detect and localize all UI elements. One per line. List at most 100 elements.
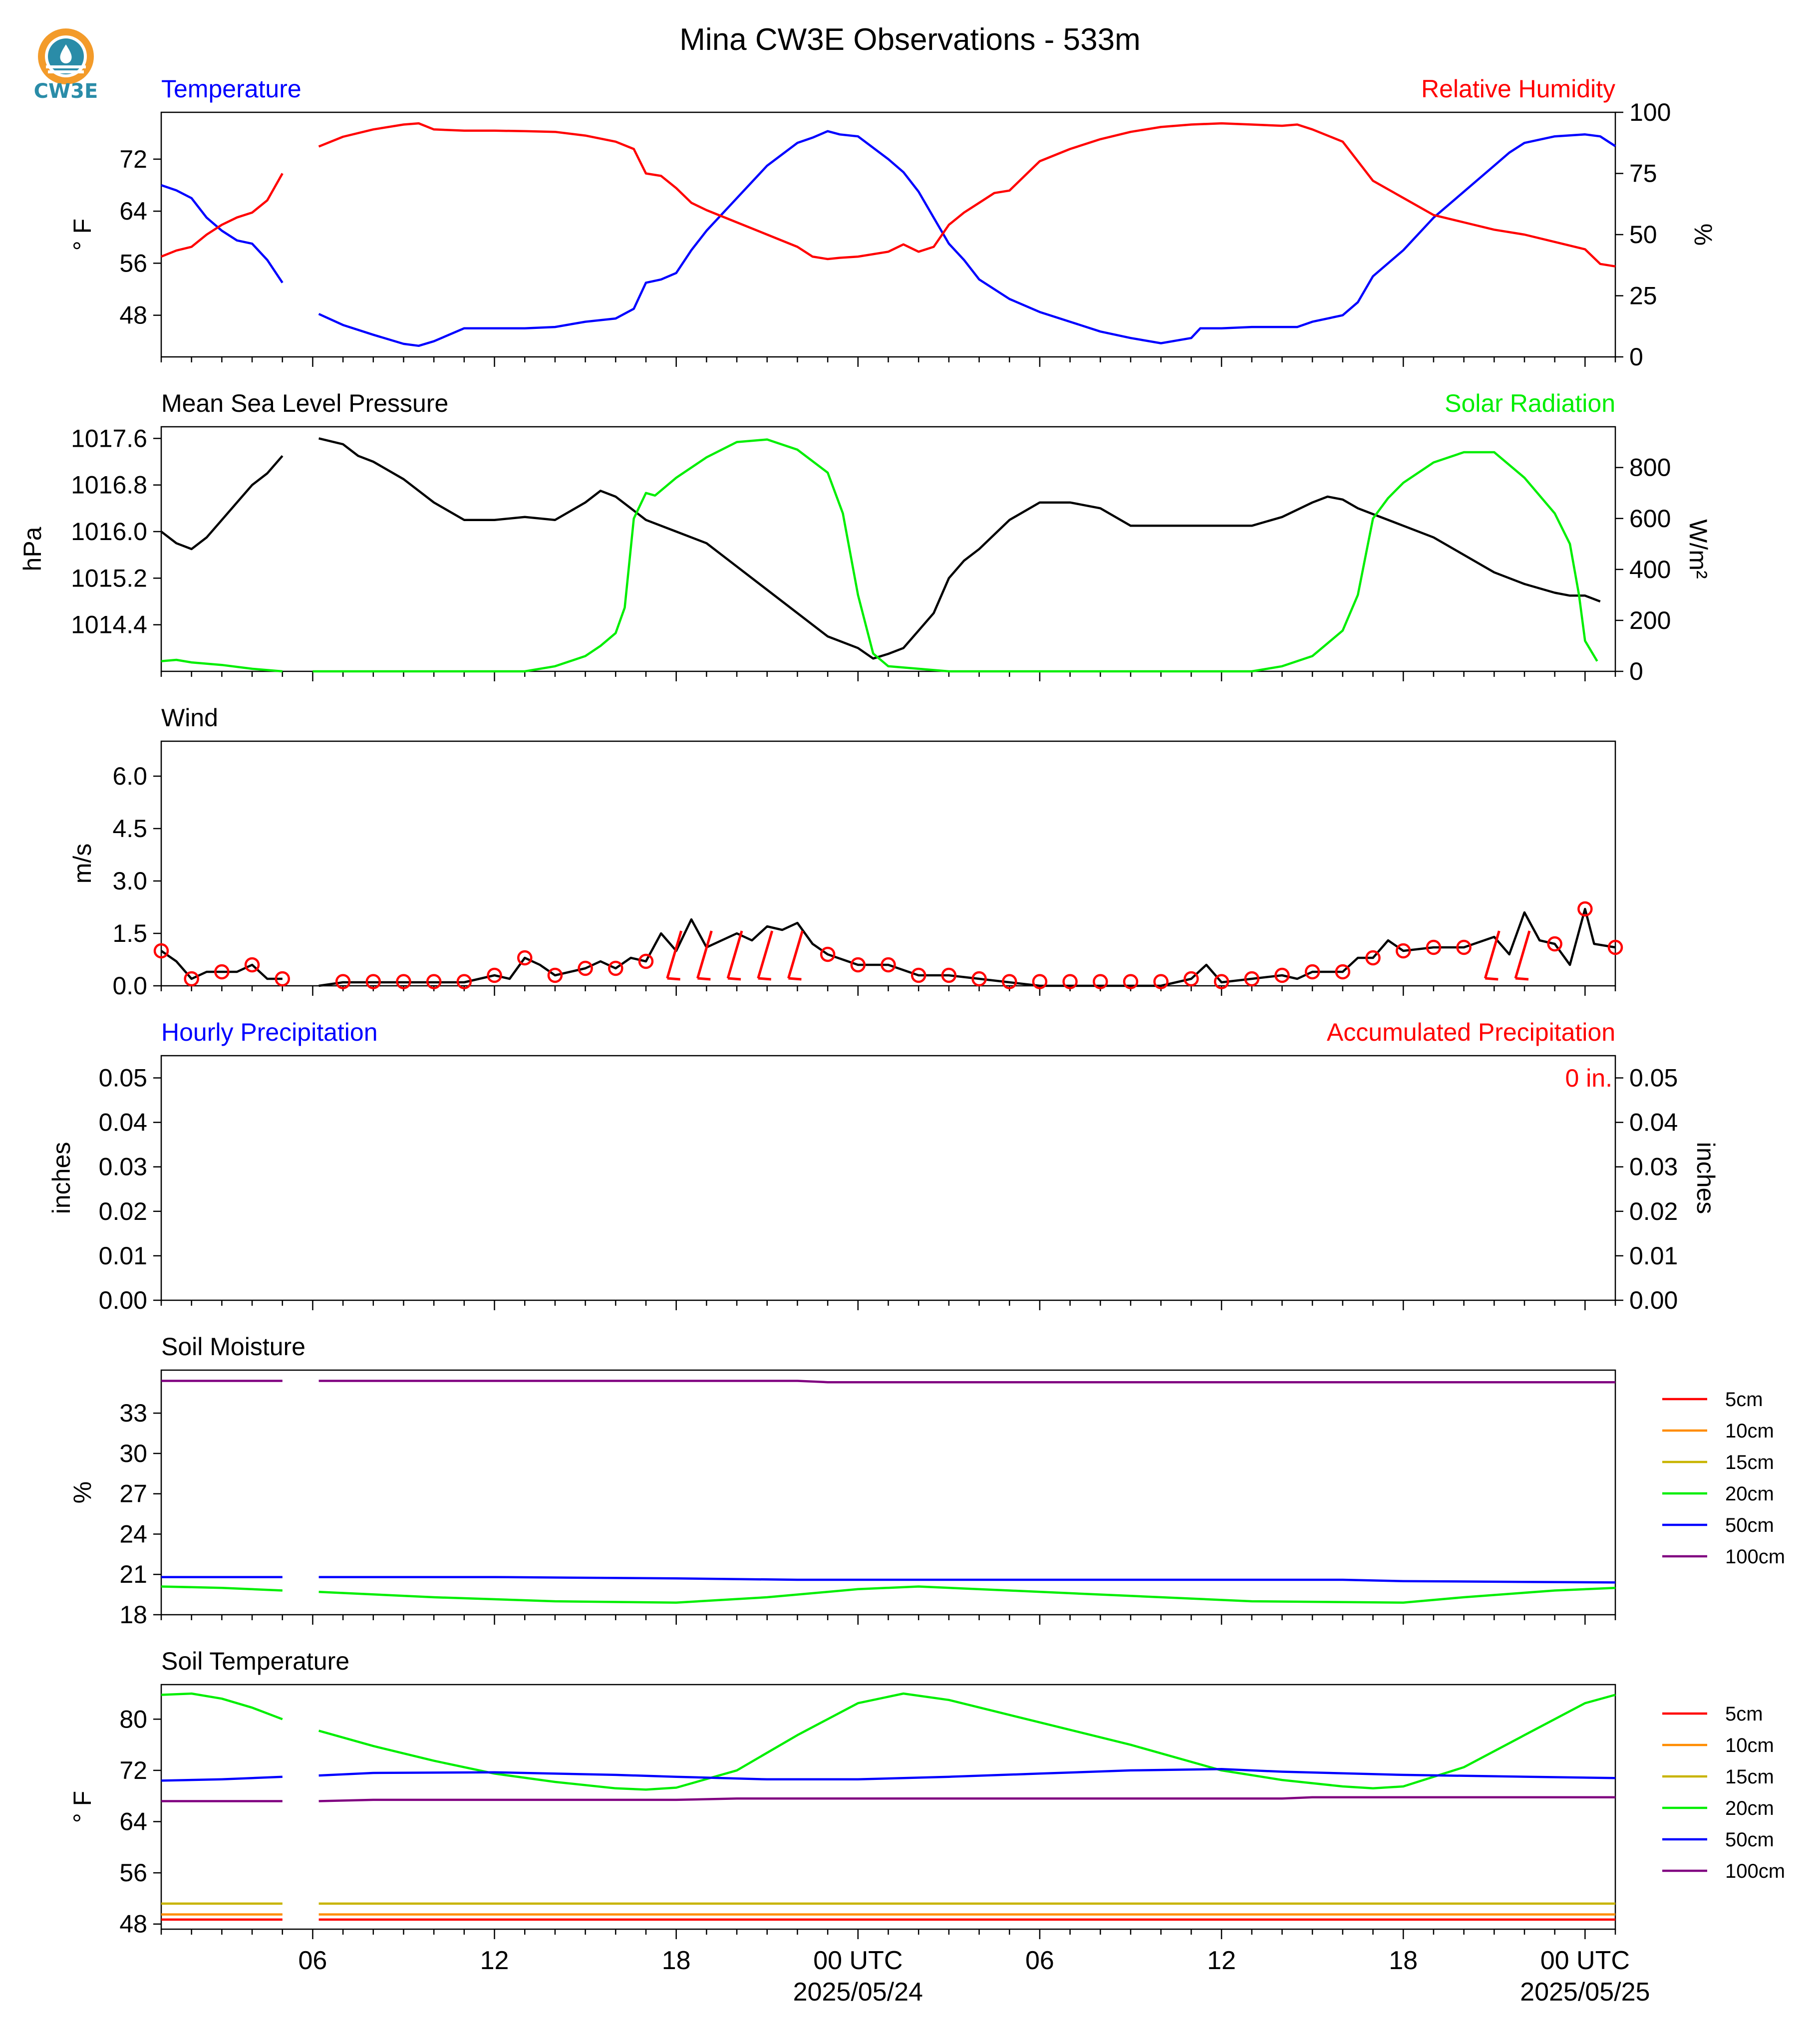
calm-wind-circle: [608, 960, 623, 976]
calm-wind-circle: [971, 971, 987, 987]
logo-text: CW3E: [33, 80, 98, 103]
wind-barb-flag: [1485, 977, 1499, 981]
calm-wind-circle: [1304, 964, 1320, 980]
calm-wind-circle: [1607, 939, 1623, 955]
x-tick-label: 12: [480, 1946, 509, 1975]
legend-label: 50cm: [1725, 1829, 1774, 1851]
y-tick-label: 1016.8: [71, 471, 147, 499]
x-tick-label: 00 UTC: [1540, 1946, 1630, 1975]
y-right-tick-label: 0.01: [1629, 1242, 1678, 1270]
calm-wind-circle: [1547, 936, 1562, 952]
x-date-label: 2025/05/24: [793, 1978, 923, 2007]
y-tick-label: 80: [119, 1705, 147, 1733]
y-tick-label: 1.5: [112, 919, 147, 947]
calm-wind-circle: [456, 974, 472, 989]
legend-label: 10cm: [1725, 1735, 1774, 1756]
calm-wind-circle: [153, 943, 169, 959]
y-right-tick-label: 0: [1629, 657, 1643, 685]
series-line-100cm: [161, 1380, 1615, 1384]
calm-wind-circle: [275, 971, 290, 987]
y-right-tick-label: 200: [1629, 606, 1671, 634]
wind-barb-flag: [1515, 977, 1529, 981]
legend-label: 15cm: [1725, 1451, 1774, 1473]
y-tick-label: 64: [119, 197, 147, 225]
wind-barb: [666, 930, 683, 979]
y-right-axis-label: %: [1689, 224, 1717, 246]
y-tick-label: 21: [119, 1560, 147, 1588]
y-tick-label: 56: [119, 249, 147, 277]
wind-barb: [1484, 930, 1501, 979]
panel-frame: [160, 111, 1616, 358]
calm-wind-circle: [1577, 901, 1593, 917]
x-tick-label: 18: [662, 1946, 691, 1975]
y-tick-label: 0.03: [99, 1153, 147, 1181]
calm-wind-circle: [1184, 971, 1199, 987]
y-axis-label: inches: [47, 1142, 75, 1214]
calm-wind-circle: [1153, 974, 1169, 989]
x-tick-label: 00 UTC: [813, 1946, 903, 1975]
y-right-tick-label: 75: [1629, 160, 1657, 188]
y-right-tick-label: 0.04: [1629, 1109, 1678, 1137]
legend-label: 5cm: [1725, 1703, 1763, 1725]
y-axis-label: ° F: [68, 1791, 96, 1823]
y-tick-label: 18: [119, 1601, 147, 1629]
calm-wind-circle: [547, 967, 563, 983]
panel-1: Temperature Relative Humidity 48 56 64 72 ° F 0…: [68, 75, 1717, 371]
y-tick-label: 33: [119, 1399, 147, 1427]
calm-wind-circle: [1244, 971, 1259, 987]
y-right-tick-label: 100: [1629, 98, 1671, 126]
y-axis-label: ° F: [68, 219, 96, 251]
y-tick-label: 3.0: [112, 867, 147, 895]
y-tick-label: 0.0: [112, 972, 147, 1000]
y-tick-label: 72: [119, 145, 147, 173]
calm-wind-circle: [1426, 939, 1442, 955]
y-tick-label: 0.01: [99, 1242, 147, 1270]
calm-wind-circle: [578, 960, 593, 976]
y-axis-label: hPa: [18, 527, 46, 571]
calm-wind-circle: [850, 957, 866, 973]
calm-wind-circle: [214, 964, 230, 980]
calm-wind-circle: [517, 950, 533, 966]
legend-label: 20cm: [1725, 1483, 1774, 1505]
y-right-axis-label: W/m²: [1684, 519, 1712, 579]
calm-wind-circle: [426, 974, 442, 989]
panel-title-right: Solar Radiation: [1445, 389, 1615, 417]
panel-title-left: Soil Moisture: [161, 1333, 305, 1361]
y-tick-label: 0.04: [99, 1109, 147, 1137]
y-tick-label: 1016.0: [71, 518, 147, 546]
y-axis-label: m/s: [68, 844, 96, 884]
y-right-tick-label: 800: [1629, 454, 1671, 482]
calm-wind-circle: [941, 967, 957, 983]
x-tick-label: 06: [299, 1946, 327, 1975]
wind-barb-flag: [788, 977, 802, 981]
accumulated-total: 0 in.: [1565, 1064, 1612, 1092]
series-line-right-1: [161, 438, 1598, 673]
calm-wind-circle: [1123, 974, 1139, 989]
x-tick-label: 18: [1389, 1946, 1418, 1975]
wind-barb-flag: [727, 977, 741, 981]
panel-title-right: Accumulated Precipitation: [1327, 1018, 1615, 1046]
series-line-left-0: [160, 437, 1601, 660]
calm-wind-circle: [1335, 964, 1351, 980]
y-right-tick-label: 0.05: [1629, 1064, 1678, 1092]
y-right-tick-label: 25: [1629, 282, 1657, 310]
legend-label: 20cm: [1725, 1797, 1774, 1819]
y-tick-label: 0.05: [99, 1064, 147, 1092]
panel-title-left: Hourly Precipitation: [161, 1018, 378, 1046]
series-line-50cm: [161, 1768, 1616, 1782]
panel-4: Hourly Precipitation Accumulated Precipit…: [47, 1018, 1720, 1314]
legend: 5cm 10cm 15cm 20cm 50cm 100cm: [1662, 1703, 1785, 1882]
y-tick-label: 64: [119, 1808, 147, 1836]
series-line-50cm: [161, 1576, 1616, 1584]
calm-wind-circle: [638, 953, 654, 969]
panel-title-left: Mean Sea Level Pressure: [161, 389, 448, 417]
series-line-right-1: [161, 122, 1616, 268]
wind-barb-flag: [758, 977, 771, 981]
calm-wind-circle: [1395, 943, 1411, 959]
series-line-20cm: [161, 1585, 1616, 1604]
series-line-left-0: [160, 907, 1616, 987]
y-tick-label: 27: [119, 1480, 147, 1508]
calm-wind-circle: [1213, 974, 1229, 989]
y-right-axis-label: inches: [1692, 1142, 1720, 1214]
calm-wind-circle: [1093, 974, 1108, 989]
